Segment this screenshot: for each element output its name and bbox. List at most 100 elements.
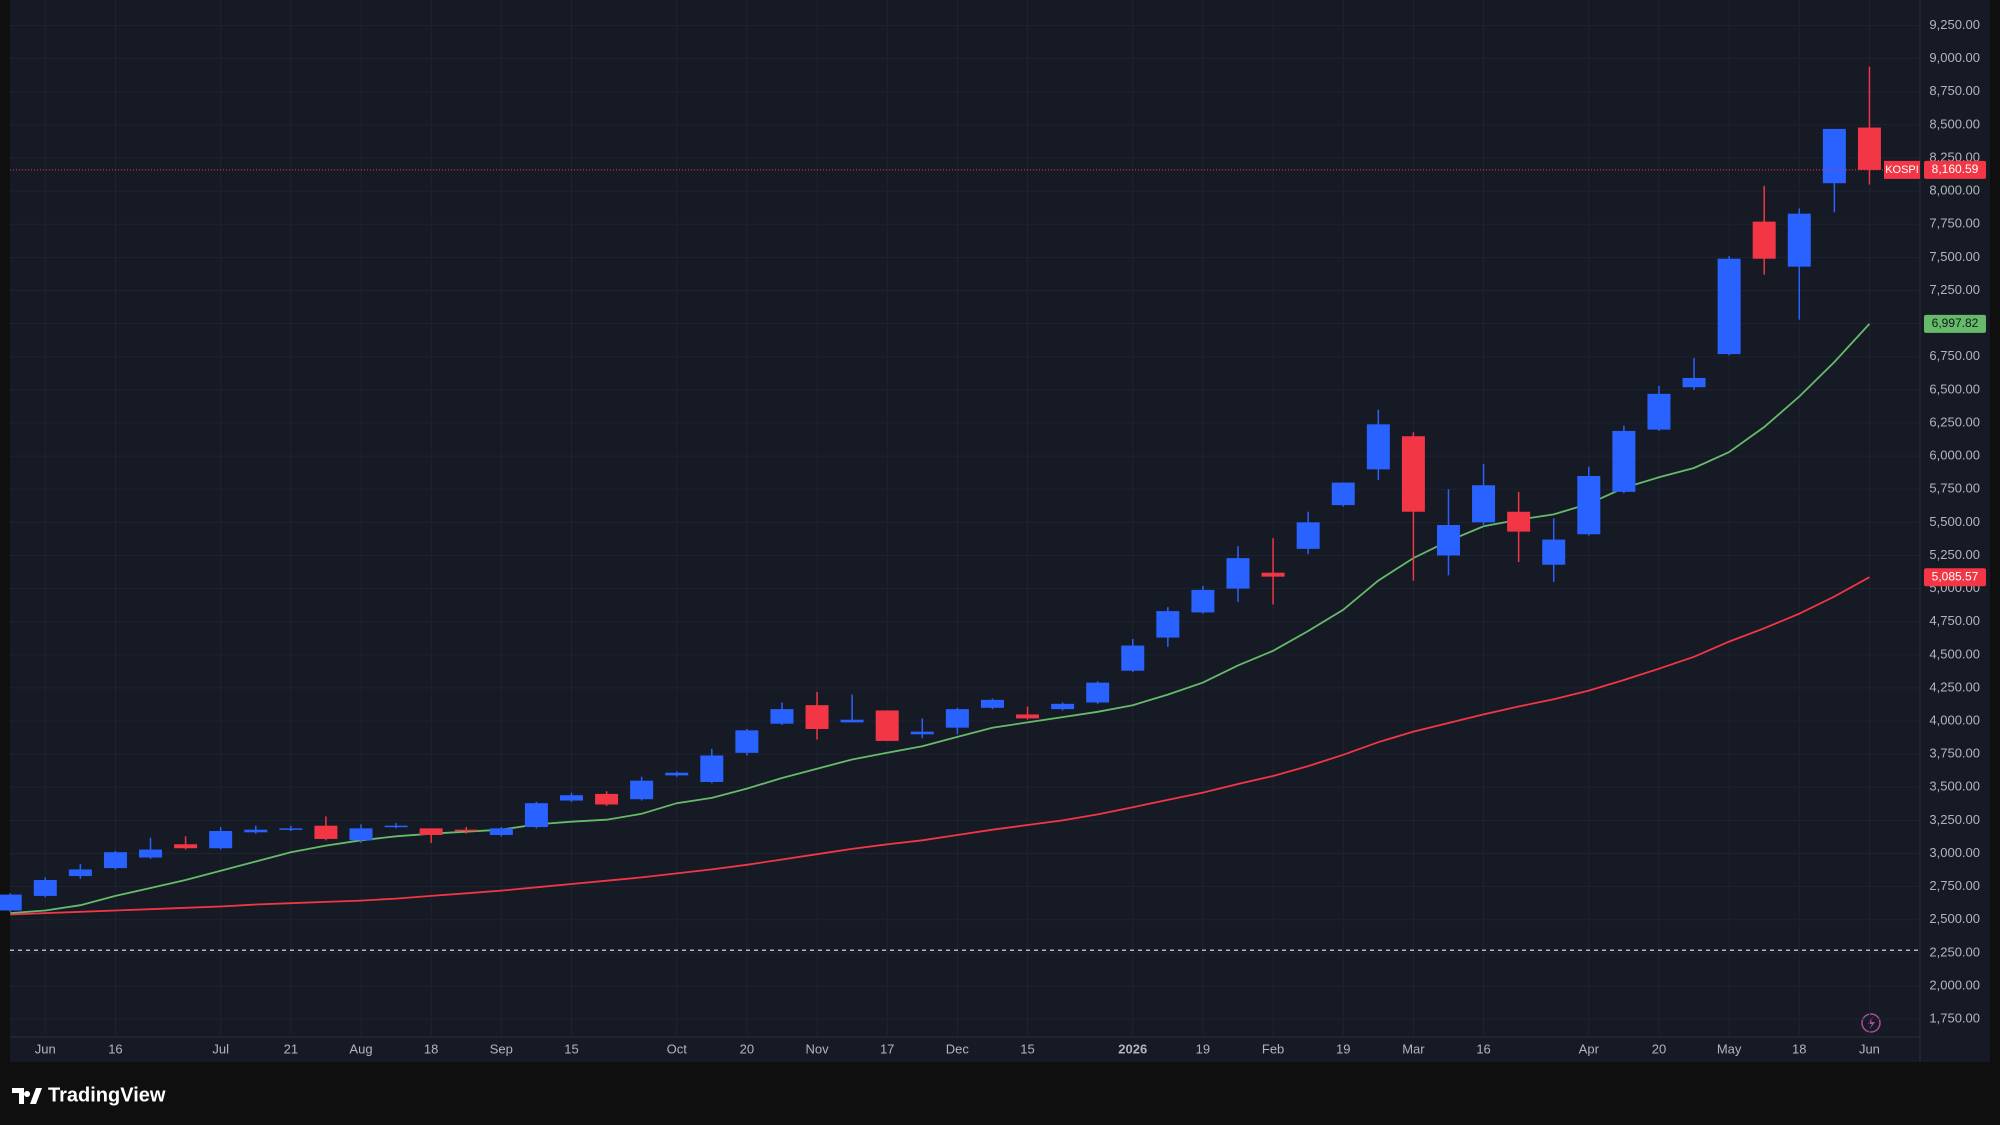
y-tick-label: 3,750.00 xyxy=(1929,746,1980,761)
candle-body xyxy=(68,869,92,877)
candle xyxy=(489,827,513,837)
candle-body xyxy=(384,825,408,828)
candle xyxy=(1507,491,1531,563)
icon-circle[interactable] xyxy=(1861,1013,1881,1033)
candle-body xyxy=(1191,589,1215,613)
x-tick-label: Jul xyxy=(212,1041,229,1056)
x-tick-label: 20 xyxy=(1652,1041,1666,1056)
candle-body xyxy=(349,828,373,841)
candle-body xyxy=(1647,393,1671,430)
candle-body xyxy=(595,793,619,805)
candle-body xyxy=(630,780,654,800)
candle-body xyxy=(1612,430,1636,492)
x-tick-label: 2026 xyxy=(1118,1041,1147,1056)
candle xyxy=(840,694,864,723)
candle xyxy=(139,837,163,859)
candle-body xyxy=(735,730,759,753)
candle-body xyxy=(1507,511,1531,532)
candle-body xyxy=(1857,127,1881,170)
x-tick-label: 21 xyxy=(284,1041,298,1056)
candle xyxy=(1331,482,1355,507)
x-tick-label: Nov xyxy=(805,1041,829,1056)
candle xyxy=(1366,409,1390,480)
y-tick-label: 7,250.00 xyxy=(1929,282,1980,297)
candle xyxy=(419,828,443,843)
x-tick-label: 18 xyxy=(424,1041,438,1056)
candle-body xyxy=(103,852,127,869)
x-tick-label: Jun xyxy=(35,1041,56,1056)
candle xyxy=(454,827,478,834)
grid xyxy=(10,0,1920,1037)
candle-body xyxy=(1261,572,1285,577)
icon-bolt[interactable] xyxy=(1868,1016,1875,1030)
y-tick-label: 8,000.00 xyxy=(1929,183,1980,198)
x-tick-label: Sep xyxy=(490,1041,513,1056)
candle xyxy=(279,825,303,832)
candle-body xyxy=(1331,482,1355,506)
lightning-icon[interactable] xyxy=(1861,1013,1881,1033)
candle xyxy=(595,791,619,806)
candle xyxy=(1612,425,1636,494)
candle-body xyxy=(1366,424,1390,470)
candle-body xyxy=(665,772,689,776)
x-tick-label: 15 xyxy=(1020,1041,1034,1056)
x-tick-label: 16 xyxy=(108,1041,122,1056)
x-tick-label: 19 xyxy=(1196,1041,1210,1056)
y-tick-label: 6,000.00 xyxy=(1929,448,1980,463)
candle-body xyxy=(875,710,899,741)
candle-body xyxy=(1016,714,1040,719)
candle-body xyxy=(1822,128,1846,184)
logo-mark[interactable] xyxy=(12,1088,42,1104)
candle xyxy=(700,748,724,784)
x-tick-label: Dec xyxy=(946,1041,970,1056)
candle xyxy=(1436,489,1460,576)
y-tick-label: 2,250.00 xyxy=(1929,944,1980,959)
price-label: 8,160.59 xyxy=(1932,162,1979,176)
candle-body xyxy=(209,831,233,849)
x-tick-label: 19 xyxy=(1336,1041,1350,1056)
candle xyxy=(1647,385,1671,431)
candle-body xyxy=(1542,539,1566,565)
ma-label: 5,085.57 xyxy=(1932,569,1979,583)
candle xyxy=(735,728,759,756)
y-tick-label: 6,500.00 xyxy=(1929,381,1980,396)
y-tick-label: 5,500.00 xyxy=(1929,514,1980,529)
candle-body xyxy=(1086,682,1110,703)
candle xyxy=(1156,607,1180,647)
candle-body xyxy=(770,709,794,724)
candle-body xyxy=(1051,703,1075,710)
candle-body xyxy=(1156,611,1180,638)
candle-body xyxy=(1226,558,1250,589)
candle-body xyxy=(1787,213,1811,267)
tradingview-logo[interactable]: TradingView xyxy=(12,1084,166,1106)
y-tick-label: 7,750.00 xyxy=(1929,216,1980,231)
candle-body xyxy=(700,755,724,782)
candle-body xyxy=(910,731,934,735)
candle xyxy=(1226,546,1250,602)
candle-body xyxy=(1717,258,1741,355)
candle xyxy=(244,825,268,834)
candle xyxy=(1752,185,1776,275)
candle xyxy=(1051,702,1075,711)
candle xyxy=(209,827,233,850)
candle-body xyxy=(1577,475,1601,535)
candle-body xyxy=(1472,485,1496,523)
y-tick-label: 5,750.00 xyxy=(1929,481,1980,496)
y-tick-label: 4,750.00 xyxy=(1929,613,1980,628)
y-tick-label: 6,250.00 xyxy=(1929,414,1980,429)
candle xyxy=(1016,706,1040,720)
candle xyxy=(1472,464,1496,527)
candle-body xyxy=(419,828,443,835)
candle-body xyxy=(1436,524,1460,556)
candle xyxy=(1857,66,1881,185)
y-tick-label: 9,250.00 xyxy=(1929,17,1980,32)
candle xyxy=(349,824,373,843)
candle-body xyxy=(1752,221,1776,259)
candle xyxy=(630,776,654,801)
brand[interactable]: TradingView xyxy=(48,1084,166,1106)
candle-body xyxy=(139,849,163,858)
y-tick-label: 8,250.00 xyxy=(1929,149,1980,164)
y-tick-label: 6,750.00 xyxy=(1929,348,1980,363)
candle xyxy=(384,823,408,829)
